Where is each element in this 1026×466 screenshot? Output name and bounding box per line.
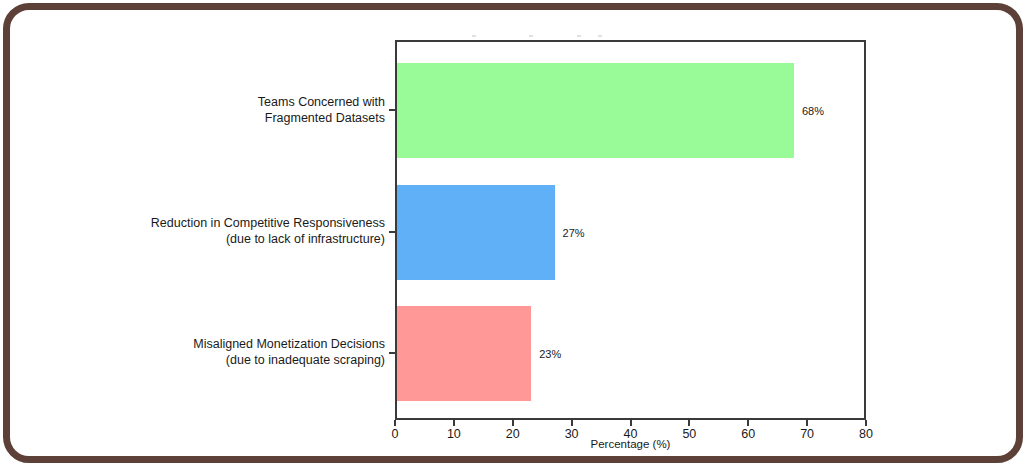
y-axis-label-line: (due to lack of infrastructure) (40, 231, 385, 247)
x-axis-title: Percentage (%) (395, 438, 866, 450)
clipped-title-remnant-dot (472, 35, 476, 37)
clipped-title-remnant-dot (598, 35, 602, 37)
screenshot-root: Teams Concerned with Fragmented Datasets… (0, 0, 1026, 466)
bar-teams-fragmented-datasets (397, 63, 794, 158)
x-tick-mark (688, 420, 690, 426)
y-axis-label-line: Misaligned Monetization Decisions (40, 336, 385, 352)
bar-value-label: 23% (539, 348, 561, 360)
plot-area: 68% 27% 23% (395, 40, 866, 420)
bar-value-label: 68% (802, 105, 824, 117)
x-tick-mark (806, 420, 808, 426)
bar-competitive-responsiveness (397, 185, 555, 280)
x-tick-mark (571, 420, 573, 426)
x-tick-mark (630, 420, 632, 426)
clipped-title-remnant-dot (529, 35, 533, 37)
y-axis-tick (389, 352, 395, 354)
y-axis-label-line: Fragmented Datasets (40, 110, 385, 126)
y-axis-label-competitive-responsiveness: Reduction in Competitive Responsiveness … (40, 215, 385, 247)
bar-row: 23% (397, 306, 864, 401)
y-axis-tick (389, 231, 395, 233)
bar-monetization-decisions (397, 306, 531, 401)
y-axis-label-line: Reduction in Competitive Responsiveness (40, 215, 385, 231)
bar-value-label: 27% (563, 227, 585, 239)
clipped-title-remnant-dot (577, 35, 581, 37)
x-tick-mark (865, 420, 867, 426)
x-tick-mark (394, 420, 396, 426)
y-axis-label-monetization-decisions: Misaligned Monetization Decisions (due t… (40, 336, 385, 368)
bar-row: 68% (397, 63, 864, 158)
y-axis-label-line: Teams Concerned with (40, 94, 385, 110)
x-tick-mark (512, 420, 514, 426)
x-tick-mark (453, 420, 455, 426)
x-tick-mark (747, 420, 749, 426)
y-axis-tick (389, 109, 395, 111)
bar-row: 27% (397, 185, 864, 280)
y-axis-label-line: (due to inadequate scraping) (40, 352, 385, 368)
y-axis-label-teams-fragmented: Teams Concerned with Fragmented Datasets (40, 94, 385, 126)
